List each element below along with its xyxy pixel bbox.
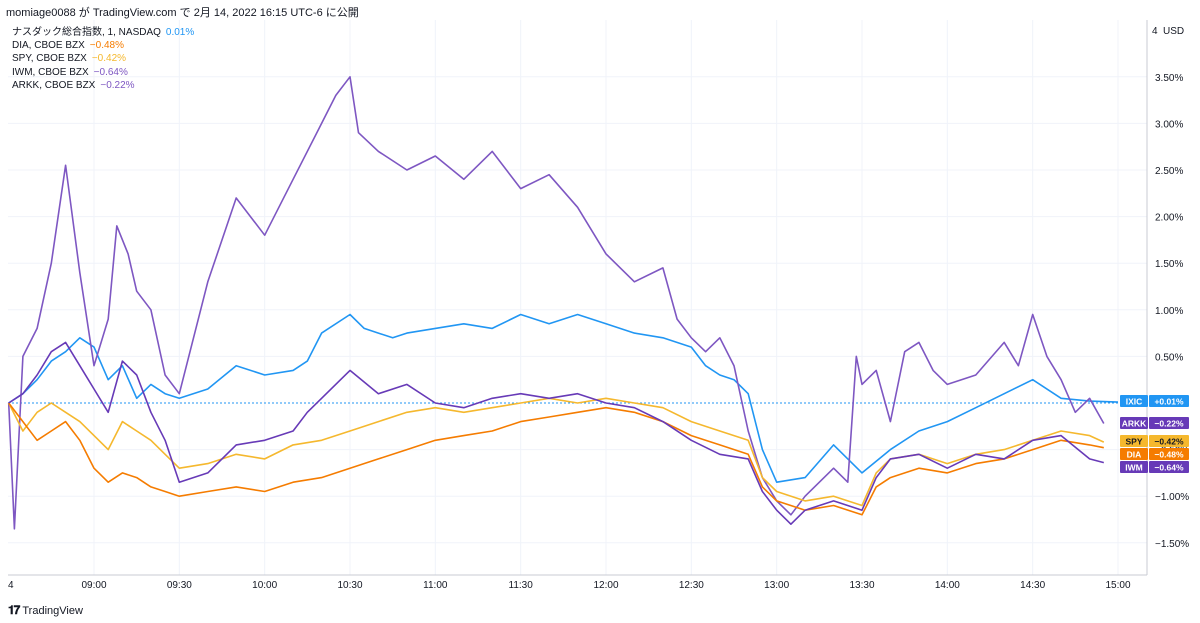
price-tag-symbol-bg <box>1120 448 1148 460</box>
series-line-spy[interactable] <box>7 397 1105 507</box>
legend-name: SPY, CBOE BZX <box>12 53 87 65</box>
price-tag-value: −0.48% <box>1154 450 1184 460</box>
legend-value: −0.64% <box>93 66 128 78</box>
brand-name: TradingView <box>22 604 83 617</box>
legend-item-spy[interactable]: SPY, CBOE BZX −0.42% <box>12 52 194 65</box>
x-tick-label: 12:30 <box>679 580 704 591</box>
left-tick-fragment: 4 <box>8 580 14 591</box>
price-tag-value-bg <box>1149 417 1189 429</box>
legend-value: 0.01% <box>165 27 195 38</box>
legend-value: −0.42% <box>91 53 127 65</box>
legend-name: IWM, CBOE BZX <box>12 66 89 78</box>
top-tick-fragment: 4 <box>1152 26 1158 37</box>
price-tag-iwm: IWM −0.64% <box>1120 461 1189 473</box>
price-tags: IXIC +0.01%ARKK −0.22%SPY −0.42%DIA −0.48%IW… <box>1120 395 1189 473</box>
legend-name: DIA, CBOE BZX <box>12 40 85 52</box>
legend-item-iwm[interactable]: IWM, CBOE BZX −0.64% <box>12 66 194 79</box>
x-tick-label: 11:00 <box>423 580 448 591</box>
y-tick-label: 2.50% <box>1155 166 1183 177</box>
price-tag-value-bg <box>1149 435 1189 447</box>
legend-item-ixic[interactable]: ナスダック総合指数, 1, NASDAQ 0.01% <box>12 26 194 39</box>
x-tick-label: 15:00 <box>1105 580 1130 591</box>
x-tick-label: 10:00 <box>252 580 277 591</box>
x-tick-label: 10:30 <box>337 580 362 591</box>
price-tag-value: −0.22% <box>1154 419 1184 429</box>
price-tag-value-bg <box>1149 395 1189 407</box>
y-tick-label: 3.00% <box>1155 119 1183 130</box>
legend-item-arkk[interactable]: ARKK, CBOE BZX −0.22% <box>12 79 194 92</box>
x-tick-label: 09:00 <box>81 580 106 591</box>
legend-name: ARKK, CBOE BZX <box>12 79 96 91</box>
price-tag-symbol: IXIC <box>1126 397 1143 407</box>
price-tag-symbol-bg <box>1120 395 1148 407</box>
legend-value: −0.22% <box>100 79 135 91</box>
series-line-iwm[interactable] <box>8 341 1105 525</box>
legend-item-dia[interactable]: DIA, CBOE BZX −0.48% <box>12 39 194 52</box>
price-tag-symbol-bg <box>1120 417 1148 429</box>
y-tick-label: −1.00% <box>1155 492 1189 503</box>
x-tick-label: 12:00 <box>593 580 618 591</box>
tradingview-logo-icon: 𝟏𝟕 <box>8 603 20 617</box>
price-tag-symbol-bg <box>1120 435 1148 447</box>
legend-value: −0.48% <box>89 40 124 52</box>
legend: ナスダック総合指数, 1, NASDAQ 0.01% DIA, CBOE BZX −… <box>12 26 194 92</box>
price-tag-symbol: ARKK <box>1122 419 1147 429</box>
y-tick-label: 3.50% <box>1155 73 1183 84</box>
x-tick-label: 14:30 <box>1020 580 1045 591</box>
currency-label[interactable]: USD <box>1163 26 1184 37</box>
x-tick-label: 11:30 <box>509 580 534 591</box>
series-line-arkk[interactable] <box>7 76 1105 530</box>
price-tag-symbol: SPY <box>1125 437 1142 447</box>
grid <box>8 20 1147 575</box>
price-tag-spy: SPY −0.42% <box>1120 435 1189 447</box>
price-tag-value: −0.64% <box>1154 463 1184 473</box>
price-tag-symbol-bg <box>1120 461 1148 473</box>
series-line-dia[interactable] <box>8 402 1104 516</box>
price-tag-value-bg <box>1149 448 1189 460</box>
price-tag-arkk: ARKK −0.22% <box>1120 417 1189 429</box>
price-tag-value: −0.42% <box>1154 437 1184 447</box>
price-tag-symbol: DIA <box>1127 450 1142 460</box>
y-tick-label: 2.00% <box>1155 213 1183 224</box>
y-tick-label: −1.50% <box>1155 539 1189 550</box>
y-axis[interactable]: 3.50%3.00%2.50%2.00%1.50%1.00%0.50%−0.50… <box>1155 73 1189 550</box>
price-tag-value-bg <box>1149 461 1189 473</box>
chart-caption: momiage0088 が TradingView.com で 2月 14, 2… <box>6 7 359 19</box>
tradingview-logo[interactable]: 𝟏𝟕 TradingView <box>8 603 83 618</box>
x-axis[interactable]: 09:00 09:30 10:00 10:30 11:00 11:30 12:00 12:30… <box>81 580 1130 591</box>
y-tick-label: 1.50% <box>1155 259 1183 270</box>
price-tag-value: +0.01% <box>1154 397 1184 407</box>
x-tick-label: 13:30 <box>849 580 874 591</box>
y-tick-label: 1.00% <box>1155 306 1183 317</box>
legend-name: ナスダック総合指数, 1, NASDAQ <box>12 27 161 38</box>
price-tag-symbol: IWM <box>1125 463 1142 473</box>
x-tick-label: 14:00 <box>935 580 960 591</box>
x-tick-label: 13:00 <box>764 580 789 591</box>
series-line-ixic[interactable] <box>8 313 1119 483</box>
price-tag-dia: DIA −0.48% <box>1120 448 1189 460</box>
series-lines <box>7 76 1119 530</box>
x-tick-label: 09:30 <box>167 580 192 591</box>
y-tick-label: 0.50% <box>1155 352 1183 363</box>
price-tag-ixic: IXIC +0.01% <box>1120 395 1189 407</box>
